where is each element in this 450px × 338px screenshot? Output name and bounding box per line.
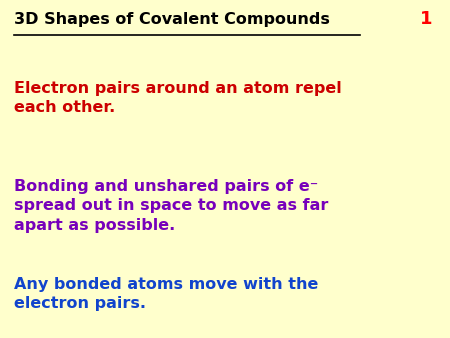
Text: Electron pairs around an atom repel
each other.: Electron pairs around an atom repel each… [14, 81, 341, 115]
Text: Any bonded atoms move with the
electron pairs.: Any bonded atoms move with the electron … [14, 277, 318, 311]
Text: Bonding and unshared pairs of e⁻
spread out in space to move as far
apart as pos: Bonding and unshared pairs of e⁻ spread … [14, 179, 328, 233]
Text: 1: 1 [419, 10, 432, 28]
Text: 3D Shapes of Covalent Compounds: 3D Shapes of Covalent Compounds [14, 12, 329, 27]
